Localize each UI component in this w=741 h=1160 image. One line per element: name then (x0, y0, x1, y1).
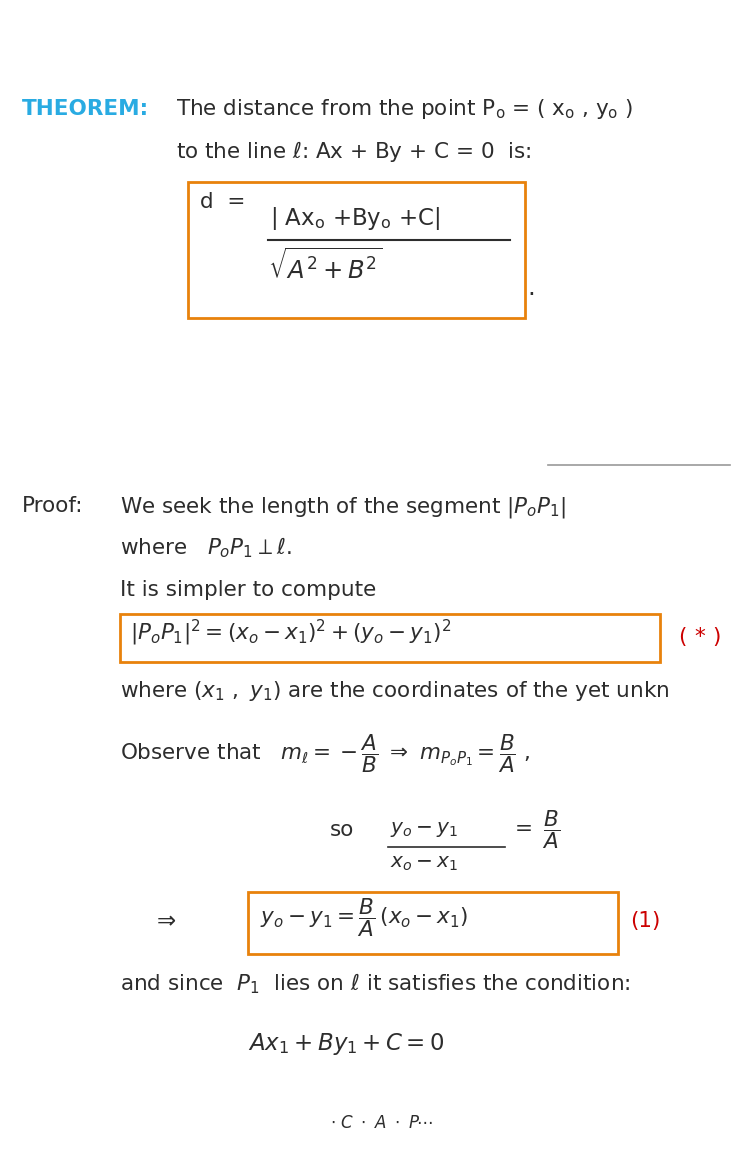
Text: Proof:: Proof: (22, 496, 84, 516)
Text: where $(x_1\ ,\ y_1)$ are the coordinates of the yet unkn: where $(x_1\ ,\ y_1)$ are the coordinate… (120, 679, 669, 703)
Text: It is simpler to compute: It is simpler to compute (120, 580, 376, 600)
Text: $=\ \dfrac{B}{A}$: $=\ \dfrac{B}{A}$ (510, 809, 560, 851)
Text: $\cdot\ C\ \cdot\ A\ \cdot\ P\!\cdots$: $\cdot\ C\ \cdot\ A\ \cdot\ P\!\cdots$ (330, 1114, 433, 1132)
Text: $\sqrt{A^2+B^2}$: $\sqrt{A^2+B^2}$ (268, 248, 382, 284)
Text: to the line $\ell$: Ax + By + C = 0  is:: to the line $\ell$: Ax + By + C = 0 is: (176, 139, 531, 164)
Text: (1): (1) (630, 911, 660, 931)
Text: The distance from the point P$_\mathregular{o}$ = ( x$_\mathregular{o}$ , y$_\ma: The distance from the point P$_\mathregu… (176, 97, 633, 121)
Text: $|P_oP_1|^2 = (x_o - x_1)^2 + (y_o - y_1)^2$: $|P_oP_1|^2 = (x_o - x_1)^2 + (y_o - y_1… (130, 618, 451, 648)
Text: | Ax$_\mathregular{o}$ +By$_\mathregular{o}$ +C|: | Ax$_\mathregular{o}$ +By$_\mathregular… (270, 205, 440, 232)
Text: $Ax_1 + By_1 + C = 0$: $Ax_1 + By_1 + C = 0$ (248, 1031, 445, 1057)
Text: and since  $P_1$  lies on $\ell$ it satisfies the condition:: and since $P_1$ lies on $\ell$ it satisf… (120, 971, 631, 995)
Text: $x_o -x_1$: $x_o -x_1$ (390, 854, 458, 873)
Text: Observe that   $m_\ell = -\dfrac{A}{B}\ \Rightarrow\ m_{P_oP_1} = \dfrac{B}{A}\ : Observe that $m_\ell = -\dfrac{A}{B}\ \R… (120, 732, 531, 775)
Text: where   $P_oP_1 \perp \ell$.: where $P_oP_1 \perp \ell$. (120, 535, 291, 559)
Text: so: so (330, 820, 354, 840)
Text: .: . (527, 276, 535, 300)
Text: $y_o -y_1$: $y_o -y_1$ (390, 820, 458, 839)
Text: We seek the length of the segment $|P_oP_1|$: We seek the length of the segment $|P_oP… (120, 494, 566, 520)
Text: $\Rightarrow$: $\Rightarrow$ (152, 908, 176, 931)
Text: THEOREM:: THEOREM: (22, 99, 149, 119)
Text: $(\,*\,)$: $(\,*\,)$ (678, 625, 721, 648)
Text: $y_o - y_1 = \dfrac{B}{A}\,(x_o - x_1)$: $y_o - y_1 = \dfrac{B}{A}\,(x_o - x_1)$ (260, 896, 468, 938)
Text: d  =: d = (200, 193, 245, 212)
